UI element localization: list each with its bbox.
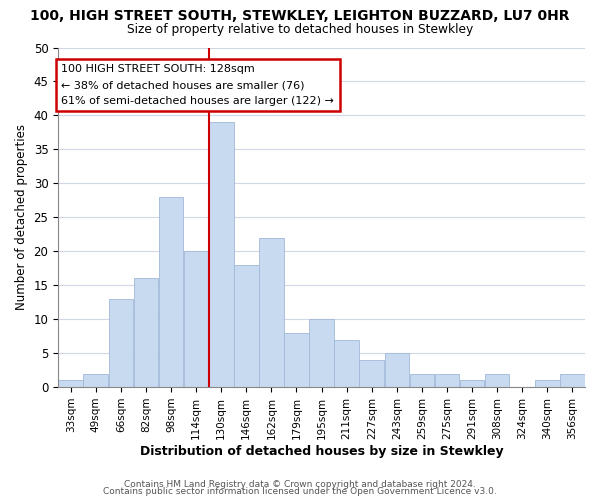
Bar [485,374,509,387]
Bar [460,380,484,387]
Bar [83,374,108,387]
Bar [309,319,334,387]
Text: 100, HIGH STREET SOUTH, STEWKLEY, LEIGHTON BUZZARD, LU7 0HR: 100, HIGH STREET SOUTH, STEWKLEY, LEIGHT… [30,9,570,23]
Bar [209,122,233,387]
Bar [359,360,384,387]
Bar [535,380,560,387]
Bar [560,374,585,387]
Bar [234,265,259,387]
Bar [334,340,359,387]
Bar [159,197,184,387]
Bar [284,333,309,387]
Bar [58,380,83,387]
Bar [109,299,133,387]
Bar [410,374,434,387]
Y-axis label: Number of detached properties: Number of detached properties [15,124,28,310]
Bar [385,353,409,387]
X-axis label: Distribution of detached houses by size in Stewkley: Distribution of detached houses by size … [140,444,503,458]
Bar [134,278,158,387]
Text: 100 HIGH STREET SOUTH: 128sqm
← 38% of detached houses are smaller (76)
61% of s: 100 HIGH STREET SOUTH: 128sqm ← 38% of d… [61,64,334,106]
Bar [184,252,208,387]
Text: Contains public sector information licensed under the Open Government Licence v3: Contains public sector information licen… [103,488,497,496]
Bar [259,238,284,387]
Text: Contains HM Land Registry data © Crown copyright and database right 2024.: Contains HM Land Registry data © Crown c… [124,480,476,489]
Bar [435,374,460,387]
Text: Size of property relative to detached houses in Stewkley: Size of property relative to detached ho… [127,22,473,36]
